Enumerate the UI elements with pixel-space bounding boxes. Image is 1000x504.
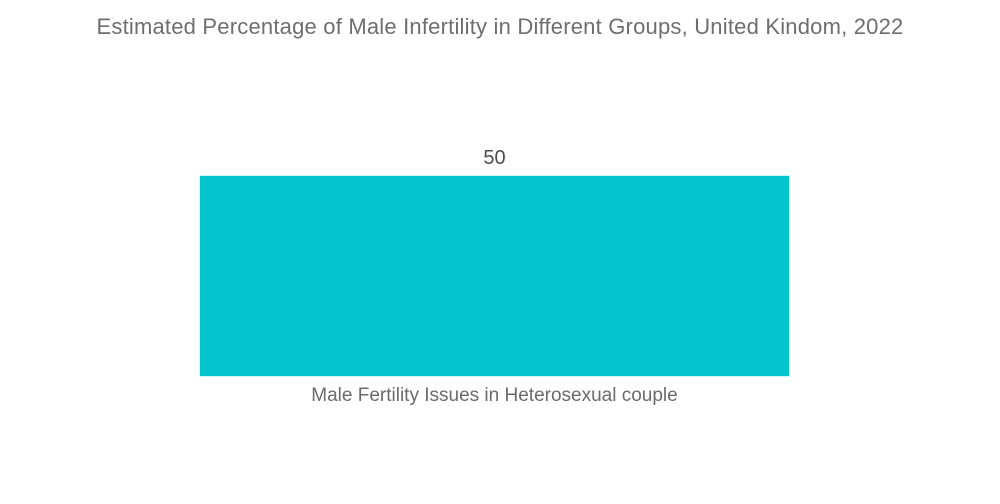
bar-male-fertility-issues [200, 176, 789, 376]
plot-area [200, 176, 789, 376]
bar-value-label: 50 [483, 147, 506, 169]
chart-title: Estimated Percentage of Male Infertility… [96, 14, 904, 39]
category-label: Male Fertility Issues in Heterosexual co… [311, 385, 678, 406]
